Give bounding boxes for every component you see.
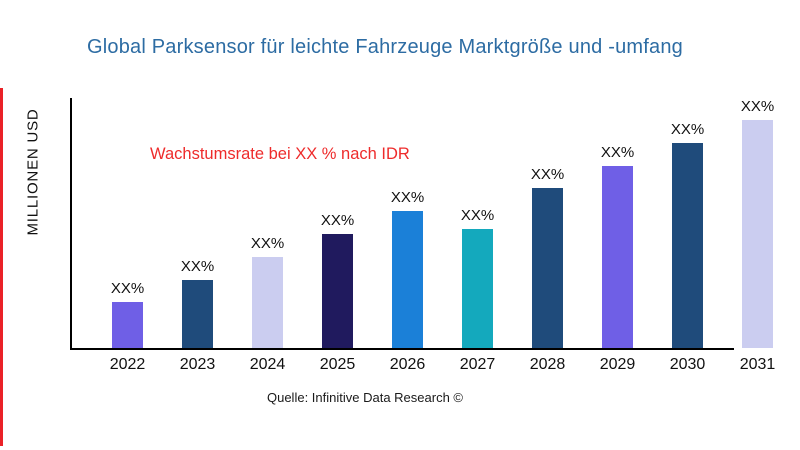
bar-value-label-2030: XX% — [670, 121, 705, 138]
bar-value-label-2026: XX% — [390, 189, 425, 206]
source-attribution: Quelle: Infinitive Data Research © — [266, 390, 463, 405]
x-tick-2027: 2027 — [459, 356, 496, 373]
bar-2022 — [112, 302, 143, 348]
bar-2023 — [182, 280, 213, 348]
bar-value-label-2025: XX% — [320, 212, 355, 229]
x-tick-2026: 2026 — [389, 356, 426, 373]
x-tick-2028: 2028 — [529, 356, 566, 373]
bar-value-label-2029: XX% — [600, 144, 635, 161]
bar-value-label-2024: XX% — [250, 235, 285, 252]
bar-value-label-2022: XX% — [110, 280, 145, 297]
red-accent-bar — [0, 88, 3, 446]
x-tick-2031: 2031 — [739, 356, 776, 373]
bar-2026 — [392, 211, 423, 348]
x-tick-2024: 2024 — [249, 356, 286, 373]
bar-2029 — [602, 166, 633, 348]
bar-value-label-2023: XX% — [180, 258, 215, 275]
x-tick-2030: 2030 — [669, 356, 706, 373]
growth-rate-annotation: Wachstumsrate bei XX % nach IDR — [150, 145, 410, 163]
bar-2027 — [462, 229, 493, 348]
chart-title: Global Parksensor für leichte Fahrzeuge … — [86, 36, 683, 58]
bar-2028 — [532, 188, 563, 348]
x-axis-line — [70, 348, 734, 350]
bar-2031 — [742, 120, 773, 348]
x-tick-2025: 2025 — [319, 356, 356, 373]
bar-value-label-2028: XX% — [530, 166, 565, 183]
x-tick-2022: 2022 — [109, 356, 146, 373]
bar-value-label-2027: XX% — [460, 207, 495, 224]
bar-2025 — [322, 234, 353, 348]
x-tick-2029: 2029 — [599, 356, 636, 373]
y-axis-label: MILLIONEN USD — [24, 108, 42, 236]
bar-value-label-2031: XX% — [740, 98, 775, 115]
plot-area: XX% 2022 XX% 2023 XX% 2024 XX% 2025 XX% 2026 XX% 20… — [70, 98, 784, 373]
bar-2024 — [252, 257, 283, 348]
bar-2030 — [672, 143, 703, 348]
x-tick-2023: 2023 — [179, 356, 216, 373]
